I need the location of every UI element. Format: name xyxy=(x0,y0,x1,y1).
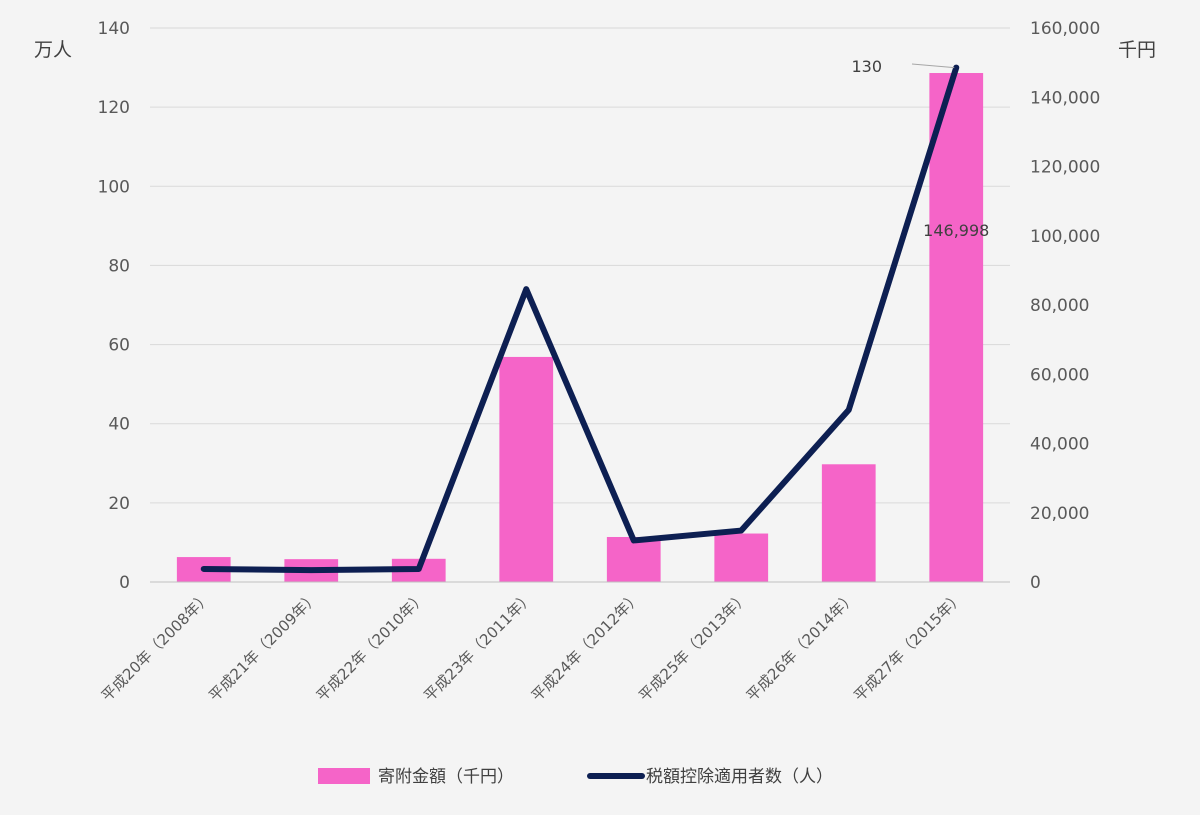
left-tick-label: 0 xyxy=(119,573,130,593)
left-tick-label: 140 xyxy=(98,19,130,39)
right-tick-label: 0 xyxy=(1030,573,1041,593)
line-point xyxy=(416,566,421,571)
line-point xyxy=(739,528,744,533)
left-tick-label: 120 xyxy=(98,98,130,118)
line-point xyxy=(846,407,851,412)
line-point xyxy=(524,287,529,292)
left-tick-label: 60 xyxy=(108,336,130,356)
right-tick-label: 120,000 xyxy=(1030,158,1100,178)
annotation-label: 146,998 xyxy=(923,221,989,240)
line-path xyxy=(200,64,960,574)
bar xyxy=(606,536,661,582)
line-point xyxy=(954,65,959,70)
right-tick-label: 160,000 xyxy=(1030,19,1100,39)
annotation-label: 130 xyxy=(851,57,882,76)
right-tick-label: 100,000 xyxy=(1030,227,1100,247)
bar xyxy=(821,464,876,582)
right-tick-label: 60,000 xyxy=(1030,365,1089,385)
left-tick-label: 40 xyxy=(108,415,130,435)
legend-swatch xyxy=(318,768,370,784)
right-tick-label: 140,000 xyxy=(1030,88,1100,108)
right-tick-label: 80,000 xyxy=(1030,296,1089,316)
legend-label: 税額控除適用者数（人） xyxy=(646,767,833,787)
bar xyxy=(499,356,554,582)
legend-label: 寄附金額（千円） xyxy=(378,767,514,787)
left-tick-label: 20 xyxy=(108,494,130,514)
line-point xyxy=(309,568,314,573)
right-axis-unit: 千円 xyxy=(1118,39,1156,61)
bar xyxy=(714,533,769,582)
left-tick-label: 100 xyxy=(98,177,130,197)
line-series xyxy=(200,64,960,574)
annotation-leader xyxy=(911,63,955,69)
line-point xyxy=(201,566,206,571)
line-point xyxy=(631,538,636,543)
right-tick-label: 40,000 xyxy=(1030,435,1089,455)
annotations: 130 146,998 xyxy=(851,57,989,240)
left-axis-unit: 万人 xyxy=(34,39,72,61)
right-tick-label: 20,000 xyxy=(1030,504,1089,524)
bar xyxy=(929,73,984,583)
legend: 寄附金額（千円） 税額控除適用者数（人） xyxy=(318,767,833,787)
gridlines xyxy=(150,27,1010,583)
left-tick-label: 80 xyxy=(108,256,130,276)
axes: 万人 千円 0 20 40 60 80 100 120 140 0 20,000 40,000 60,… xyxy=(34,19,1156,593)
